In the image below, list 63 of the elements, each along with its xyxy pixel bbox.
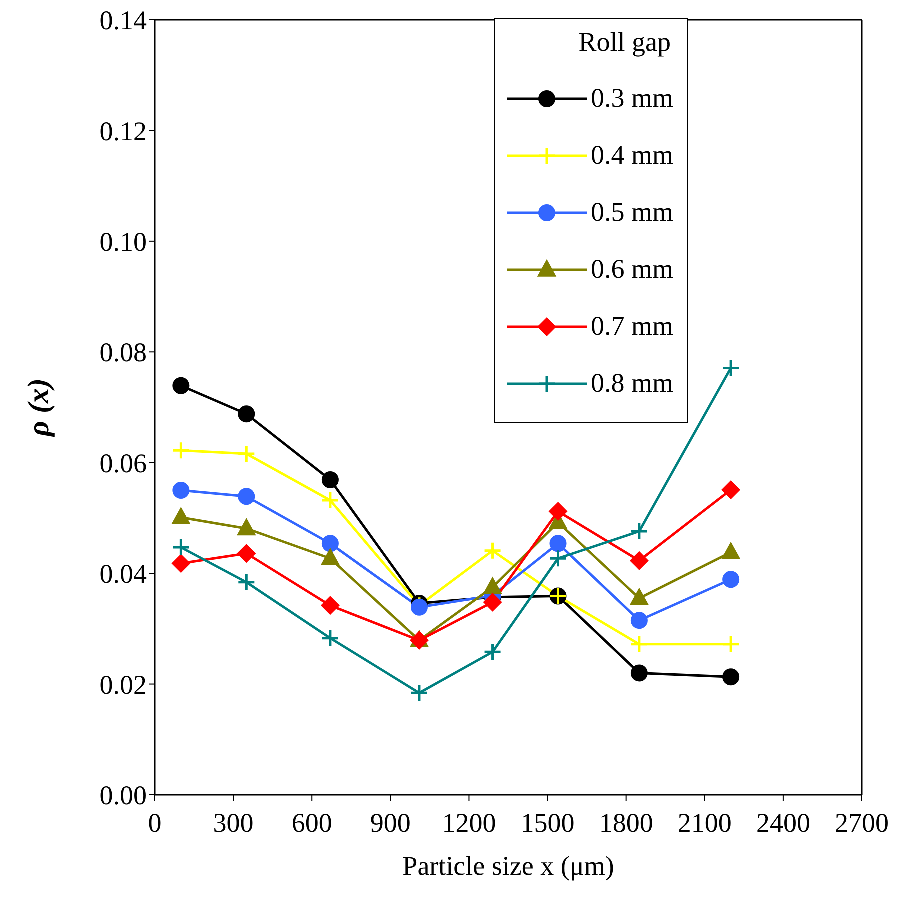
point [322, 535, 339, 552]
x-tick-label: 2700 [835, 808, 889, 838]
point [172, 377, 190, 394]
point [410, 598, 428, 616]
y-tick-label: 0.06 [100, 448, 147, 478]
y-tick-label: 0.02 [100, 670, 147, 700]
point [722, 635, 740, 654]
legend-label: 0.5 mm [591, 197, 674, 228]
point [722, 358, 740, 378]
legend-label: 0.3 mm [591, 83, 674, 114]
point [172, 482, 190, 500]
point [321, 548, 340, 566]
y-tick-label: 0.04 [100, 559, 148, 590]
point [172, 538, 190, 557]
point [237, 544, 256, 563]
x-tick-label: 1200 [442, 808, 496, 838]
point [548, 502, 568, 521]
x-tick-label: 2400 [756, 808, 810, 838]
point [549, 549, 568, 568]
point [484, 542, 502, 560]
point [630, 635, 649, 654]
point [550, 535, 567, 552]
point [237, 573, 256, 592]
y-axis-title: ρ (x) [22, 378, 56, 438]
point [322, 472, 339, 489]
point [172, 508, 190, 525]
legend-label: 0.8 mm [591, 368, 674, 399]
x-tick-label: 1800 [599, 808, 654, 838]
y-tick-label: 0.12 [100, 116, 147, 146]
point [483, 593, 502, 612]
point [630, 612, 648, 630]
legend-label: 0.6 mm [591, 254, 674, 285]
y-tick-label: 0.14 [100, 6, 148, 36]
point [238, 406, 256, 423]
x-tick-label: 900 [370, 808, 411, 838]
point [630, 522, 649, 541]
y-tick-label: 0.08 [100, 338, 147, 368]
x-axis-title: Particle size x (μm) [402, 851, 614, 881]
point [172, 441, 190, 460]
x-tick-label: 1500 [520, 808, 575, 838]
point [237, 518, 256, 536]
point [722, 571, 740, 588]
point [321, 629, 340, 648]
point [321, 491, 340, 510]
point [237, 444, 256, 464]
point [630, 552, 649, 570]
legend-label: 0.7 mm [591, 311, 674, 342]
point [321, 596, 340, 615]
x-tick-label: 600 [292, 808, 332, 838]
point [484, 642, 502, 662]
point [722, 480, 740, 500]
x-tick-label: 2100 [678, 808, 732, 838]
legend-title: Roll gap [578, 27, 672, 58]
point [722, 668, 740, 686]
x-tick-label: 0 [148, 808, 162, 838]
point [630, 664, 648, 682]
y-tick-label: 0.10 [100, 227, 147, 258]
x-tick-label: 300 [213, 808, 254, 838]
legend-label: 0.4 mm [591, 140, 674, 171]
point [238, 488, 256, 506]
y-tick-label: 0.00 [100, 780, 147, 811]
point [172, 554, 190, 573]
point [410, 684, 429, 702]
